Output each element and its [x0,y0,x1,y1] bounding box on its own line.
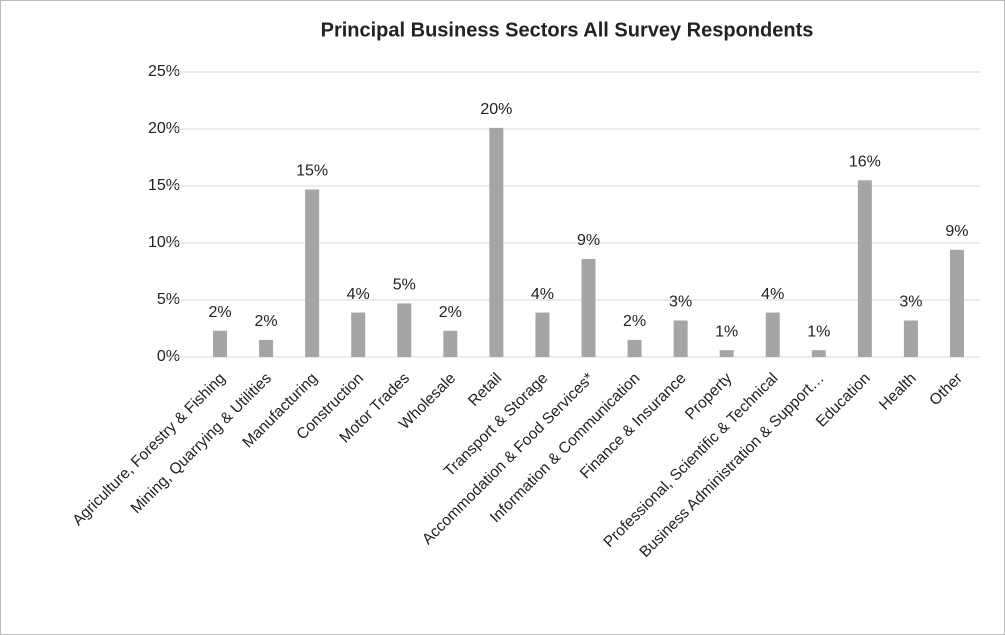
bar [765,312,780,357]
data-label: 2% [208,304,231,321]
bar [949,249,964,357]
bar [213,330,228,357]
data-label: 2% [623,313,646,330]
data-label: 4% [347,286,370,303]
chart-title: Principal Business Sectors All Survey Re… [321,19,814,41]
y-tick-label: 20% [148,120,180,137]
data-label: 15% [296,163,328,180]
bar [351,312,366,357]
data-label: 3% [899,294,922,311]
data-label: 4% [761,286,784,303]
bar [627,339,642,357]
y-tick-label: 15% [148,177,180,194]
bar [857,180,872,357]
data-label: 1% [807,323,830,340]
bar [397,303,412,357]
bar [305,189,320,357]
bar [673,320,688,357]
bar [489,127,504,357]
bar [811,350,826,357]
bar [535,312,550,357]
y-tick-label: 10% [148,234,180,251]
bar [259,339,274,357]
data-label: 2% [255,313,278,330]
data-label: 5% [393,277,416,294]
data-label: 2% [439,304,462,321]
data-label: 16% [849,154,881,171]
data-label: 4% [531,286,554,303]
bar [719,350,734,357]
data-label: 20% [480,101,512,118]
data-label: 3% [669,294,692,311]
y-tick-label: 25% [148,63,180,80]
data-label: 1% [715,323,738,340]
bar [903,320,918,357]
bar [443,330,458,357]
data-label: 9% [945,223,968,240]
bar [581,258,596,357]
data-label: 9% [577,232,600,249]
